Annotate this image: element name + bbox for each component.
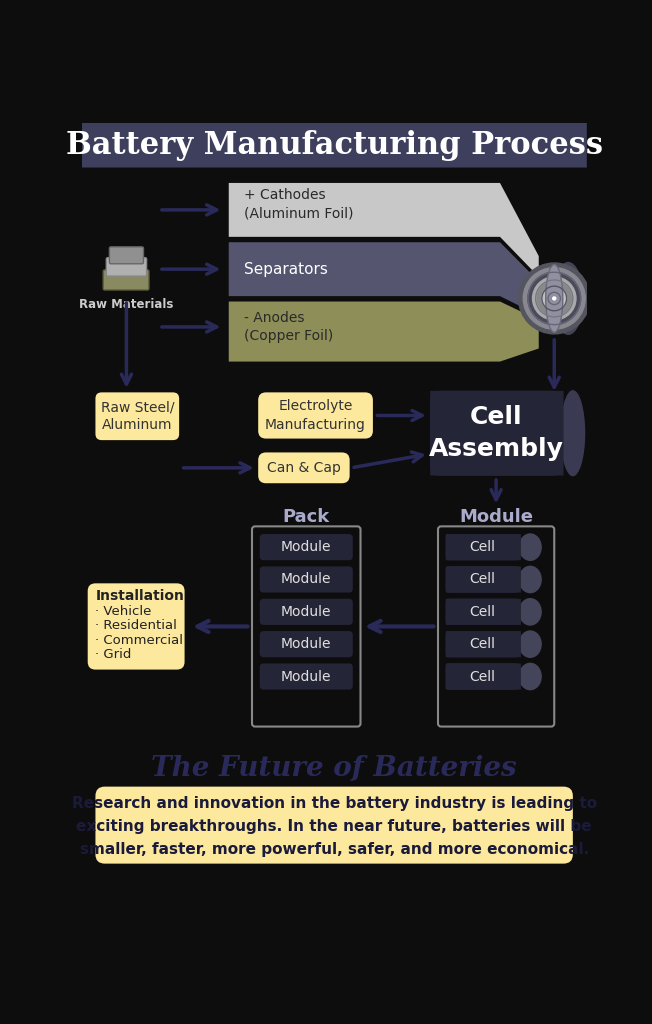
Text: Installation: Installation [95, 589, 185, 603]
FancyBboxPatch shape [446, 599, 520, 625]
FancyBboxPatch shape [259, 631, 353, 657]
FancyBboxPatch shape [446, 599, 521, 625]
Circle shape [524, 267, 585, 330]
Text: Cell: Cell [469, 670, 496, 683]
Ellipse shape [518, 663, 542, 690]
Circle shape [528, 272, 580, 325]
FancyBboxPatch shape [446, 535, 521, 560]
Text: · Residential: · Residential [95, 620, 177, 632]
Text: Battery Manufacturing Process: Battery Manufacturing Process [66, 130, 602, 161]
FancyBboxPatch shape [446, 566, 520, 593]
Ellipse shape [561, 390, 585, 476]
Ellipse shape [518, 631, 542, 658]
Text: Cell: Cell [469, 605, 496, 618]
FancyBboxPatch shape [106, 258, 147, 276]
Ellipse shape [553, 262, 584, 335]
Text: Module: Module [459, 508, 533, 526]
FancyBboxPatch shape [95, 392, 179, 440]
FancyBboxPatch shape [259, 566, 353, 593]
Text: Can & Cap: Can & Cap [267, 461, 341, 475]
Text: - Anodes
(Copper Foil): - Anodes (Copper Foil) [244, 310, 334, 343]
FancyBboxPatch shape [88, 584, 185, 670]
Circle shape [550, 295, 558, 302]
FancyBboxPatch shape [430, 391, 562, 475]
FancyBboxPatch shape [446, 535, 520, 560]
Circle shape [533, 276, 576, 319]
Circle shape [518, 263, 590, 334]
FancyBboxPatch shape [446, 566, 520, 593]
Text: The Future of Batteries: The Future of Batteries [151, 755, 517, 781]
FancyBboxPatch shape [259, 664, 353, 689]
FancyBboxPatch shape [446, 664, 521, 689]
FancyBboxPatch shape [446, 566, 521, 593]
Text: Module: Module [281, 670, 331, 683]
Text: + Cathodes
(Aluminum Foil): + Cathodes (Aluminum Foil) [244, 188, 354, 221]
Polygon shape [229, 243, 539, 315]
Text: · Grid: · Grid [95, 648, 132, 662]
FancyBboxPatch shape [258, 453, 349, 483]
FancyBboxPatch shape [446, 599, 520, 625]
Text: · Vehicle: · Vehicle [95, 604, 152, 617]
FancyBboxPatch shape [259, 599, 353, 625]
Ellipse shape [518, 534, 542, 561]
Text: · Commercial: · Commercial [95, 634, 183, 647]
Text: Pack: Pack [282, 508, 330, 526]
FancyBboxPatch shape [258, 392, 373, 438]
Text: Raw Materials: Raw Materials [80, 298, 173, 310]
FancyBboxPatch shape [446, 631, 520, 657]
Ellipse shape [518, 598, 542, 626]
FancyBboxPatch shape [430, 391, 562, 475]
FancyBboxPatch shape [446, 664, 520, 689]
Polygon shape [229, 183, 539, 276]
FancyBboxPatch shape [82, 168, 587, 911]
Text: Raw Steel/
Aluminum: Raw Steel/ Aluminum [100, 400, 174, 432]
Circle shape [542, 286, 567, 310]
Ellipse shape [546, 264, 563, 333]
Text: Cell: Cell [469, 637, 496, 651]
Text: Module: Module [281, 572, 331, 587]
Text: Module: Module [281, 540, 331, 554]
Circle shape [546, 291, 562, 306]
Text: Module: Module [281, 637, 331, 651]
Circle shape [537, 282, 571, 315]
FancyBboxPatch shape [259, 535, 353, 560]
FancyBboxPatch shape [110, 247, 143, 264]
Circle shape [553, 297, 556, 300]
FancyBboxPatch shape [446, 631, 520, 657]
FancyBboxPatch shape [446, 664, 520, 689]
Ellipse shape [518, 565, 542, 593]
FancyBboxPatch shape [446, 631, 521, 657]
Text: Cell: Cell [469, 540, 496, 554]
Polygon shape [229, 301, 539, 361]
Text: Separators: Separators [244, 262, 328, 276]
FancyBboxPatch shape [95, 786, 573, 863]
Text: Cell: Cell [469, 572, 496, 587]
Text: Research and innovation in the battery industry is leading to
exciting breakthro: Research and innovation in the battery i… [72, 797, 597, 857]
FancyBboxPatch shape [82, 123, 587, 168]
FancyBboxPatch shape [430, 391, 563, 475]
FancyBboxPatch shape [446, 535, 520, 560]
Text: Module: Module [281, 605, 331, 618]
Text: Electrolyte
Manufacturing: Electrolyte Manufacturing [265, 399, 366, 432]
FancyBboxPatch shape [103, 270, 149, 290]
Text: Cell
Assembly: Cell Assembly [428, 406, 563, 461]
